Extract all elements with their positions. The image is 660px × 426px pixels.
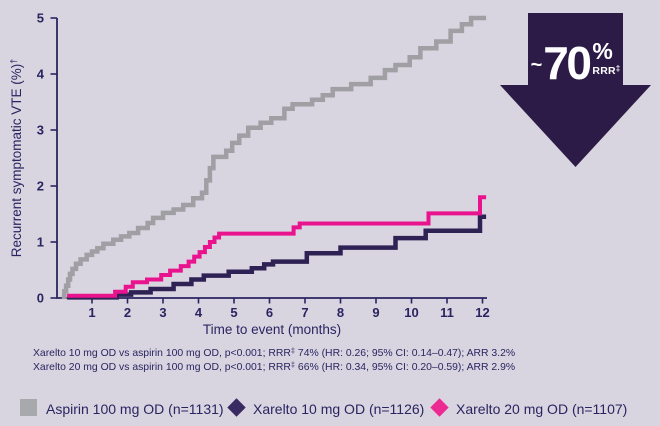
rrr-arrow-text: ~ 70 % RRR‡ [500, 37, 651, 89]
y-tick-label: 0 [37, 291, 44, 306]
rrr-arrow: ~ 70 % RRR‡ [500, 13, 651, 167]
xarelto10-diamond-icon [227, 398, 246, 417]
y-axis-label: Recurrent symptomatic VTE (%)† [9, 59, 25, 258]
rrr-value: 70 [543, 37, 592, 89]
footnote-sup: ‡ [290, 346, 296, 355]
footnote-xarelto10: Xarelto 10 mg OD vs aspirin 100 mg OD, p… [33, 346, 516, 359]
y-tick-label: 1 [37, 235, 44, 250]
rrr-percent-sign: % [592, 38, 613, 64]
y-tick-label: 5 [37, 11, 44, 26]
axes [56, 18, 487, 299]
xarelto20-diamond-icon [430, 398, 449, 417]
rrr-label: RRR‡ [592, 64, 621, 77]
xarelto20-curve [67, 195, 487, 298]
y-tick-label: 2 [37, 179, 44, 194]
legend-label-aspirin: Aspirin 100 mg OD (n=1131) [46, 401, 224, 417]
legend-label-xarelto20: Xarelto 20 mg OD (n=1107) [456, 401, 628, 417]
x-axis-label: Time to event (months) [203, 322, 341, 337]
x-tick-label: 2 [124, 305, 131, 320]
x-tick-label: 4 [195, 305, 203, 320]
down-arrow-icon [500, 13, 651, 167]
x-tick-label: 8 [337, 305, 344, 320]
x-tick-label: 3 [159, 305, 166, 320]
legend-label-xarelto10: Xarelto 10 mg OD (n=1126) [253, 401, 425, 417]
x-tick-label: 5 [230, 305, 237, 320]
xarelto10-curve [67, 214, 487, 300]
y-tick-label: 3 [37, 123, 44, 138]
down-arrow-shape [500, 13, 651, 167]
x-tick-label: 12 [475, 305, 489, 320]
x-tick-label: 9 [372, 305, 379, 320]
rrr-footnote-mark: ‡ [615, 64, 621, 73]
x-tick-label: 11 [440, 305, 454, 320]
rrr-approx: ~ [530, 54, 543, 76]
y-tick-label: 4 [37, 67, 45, 82]
x-tick-label: 6 [266, 305, 273, 320]
footnote-xarelto20: Xarelto 20 mg OD vs aspirin 100 mg OD, p… [33, 360, 516, 373]
x-tick-label: 1 [88, 305, 95, 320]
x-tick-label: 7 [301, 305, 308, 320]
x-tick-label: 10 [404, 305, 418, 320]
aspirin-swatch-icon [20, 399, 37, 416]
footnote-sup: ‡ [290, 360, 296, 369]
aspirin-curve [61, 15, 487, 300]
rrr-unit-stack: % RRR‡ [592, 40, 620, 77]
